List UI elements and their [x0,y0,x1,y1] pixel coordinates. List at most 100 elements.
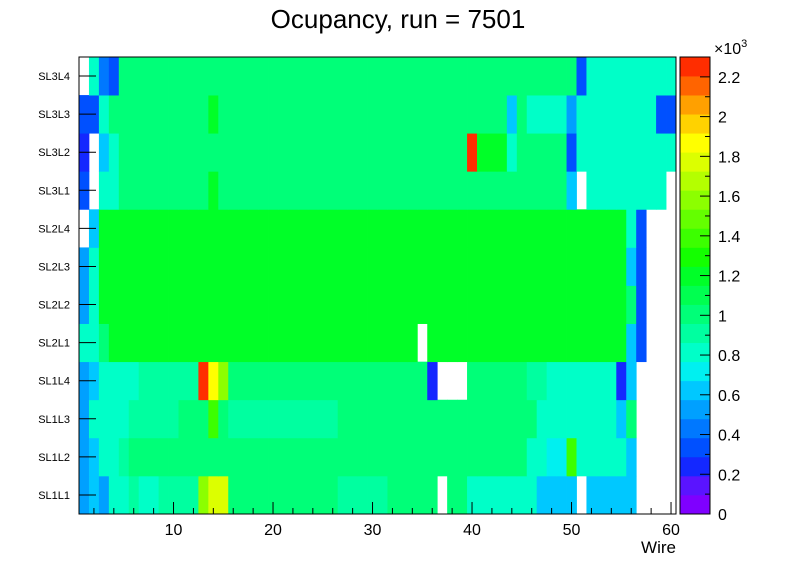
heatmap-cell [596,209,607,248]
heatmap-cell [546,209,557,248]
heatmap-cell [357,57,368,96]
heatmap-cell [516,323,528,363]
heatmap-cell [218,133,229,172]
heatmap-cell [148,361,159,401]
heatmap-cell [168,171,179,210]
heatmap-cell [208,323,219,363]
colorbar-swatch [680,456,710,477]
heatmap-cell [516,171,528,210]
heatmap-cell [248,285,259,324]
heatmap-cell [616,209,627,248]
colorbar-swatch [680,247,710,267]
colorbar-swatch [680,171,710,191]
heatmap-cell [108,171,120,210]
heatmap-cell [417,209,428,248]
heatmap-cell [606,209,617,248]
heatmap-cell [646,171,657,210]
heatmap-cell [536,399,548,439]
heatmap-cell [467,57,478,96]
heatmap-cell [317,437,329,477]
heatmap-cell [278,399,289,439]
heatmap-cell [178,247,189,286]
svg-text:×103: ×103 [714,38,747,58]
heatmap-cell [626,399,637,439]
x-tick-label: 50 [563,522,581,539]
heatmap-cell [198,171,209,210]
heatmap-cell [387,209,398,248]
heatmap-cell [218,323,229,363]
heatmap-cell [417,361,428,401]
heatmap-cell [367,57,378,96]
y-tick-label: SL1L3 [38,414,70,426]
heatmap-cell [427,133,438,172]
heatmap-cell [218,437,229,477]
colorbar-swatch [680,152,710,172]
heatmap-cell [198,209,209,248]
colorbar-tick-label: 0.2 [718,467,740,484]
heatmap-cell [367,209,378,248]
heatmap-cell [626,323,637,363]
heatmap-cell [447,171,458,210]
heatmap-cell [98,133,110,172]
heatmap-cell [228,399,239,439]
heatmap-cell [138,285,150,324]
heatmap-cell [437,285,448,324]
heatmap-cell [387,171,398,210]
heatmap-cell [506,247,518,286]
colorbar-swatch [680,266,710,286]
heatmap-cell [268,285,279,324]
heatmap-cell [188,247,199,286]
heatmap-cell [327,209,339,248]
heatmap-cell [486,171,498,210]
heatmap-cell [357,209,368,248]
heatmap-cell [98,475,110,515]
heatmap-cell [327,361,339,401]
heatmap-cell [138,323,150,363]
heatmap-cell [337,437,349,477]
heatmap-cell [626,171,637,210]
heatmap-cell [128,171,140,210]
heatmap-cell [407,399,418,439]
heatmap-cell [546,57,557,96]
heatmap-cell [437,171,448,210]
heatmap-cell [486,57,498,96]
heatmap-cell [566,171,577,210]
x-axis-label: Wire [641,538,676,557]
heatmap-cell [188,475,199,515]
heatmap-cell [387,399,398,439]
heatmap-cell [407,285,418,324]
heatmap-cell [387,95,398,134]
colorbar-tick-label: 1.8 [718,149,740,166]
heatmap-cell [496,95,508,134]
heatmap-cell [407,133,418,172]
heatmap-cell [138,437,150,477]
heatmap-cell [417,247,428,286]
heatmap-cell [377,361,388,401]
heatmap-cell [238,209,249,248]
heatmap-cell [387,57,398,96]
heatmap-cell [118,285,130,324]
heatmap-cell [486,285,498,324]
heatmap-cell [467,285,478,324]
heatmap-cell [118,57,130,96]
heatmap-cell [218,247,229,286]
heatmap-cell [307,399,319,439]
heatmap-cell [158,133,169,172]
y-axis-tick-labels: SL1L1 SL1L2 SL1L3 SL1L4 SL2L1 SL2L2 SL2L3 SL2L4… [38,71,70,502]
heatmap-cell [337,475,349,515]
heatmap-cell [337,399,349,439]
heatmap-cell [387,361,398,401]
x-axis-tick-labels: 10 20 30 40 50 60 [165,522,680,539]
heatmap-cell [148,247,159,286]
heatmap-cell [576,57,587,96]
heatmap-cell [367,247,378,286]
heatmap-cell [228,133,239,172]
colorbar-swatch [680,228,710,248]
heatmap-cell [238,437,249,477]
heatmap-cell [218,361,229,401]
heatmap-cell [377,247,388,286]
heatmap-cell [158,57,169,96]
heatmap-cell [616,57,627,96]
heatmap-cell [467,247,478,286]
heatmap-cell [108,475,120,515]
